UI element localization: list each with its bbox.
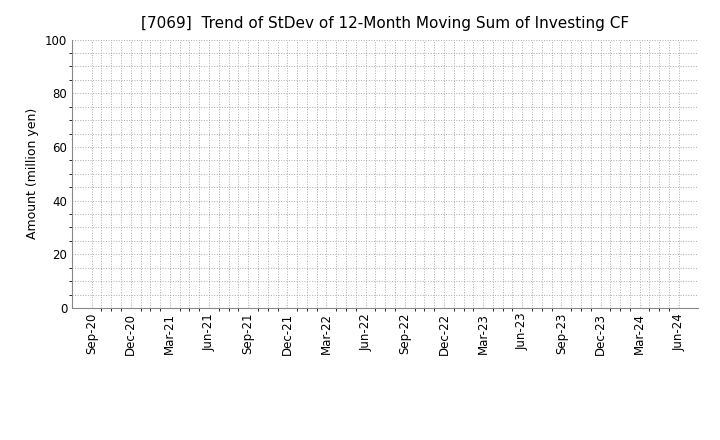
Y-axis label: Amount (million yen): Amount (million yen) (27, 108, 40, 239)
Title: [7069]  Trend of StDev of 12-Month Moving Sum of Investing CF: [7069] Trend of StDev of 12-Month Moving… (141, 16, 629, 32)
